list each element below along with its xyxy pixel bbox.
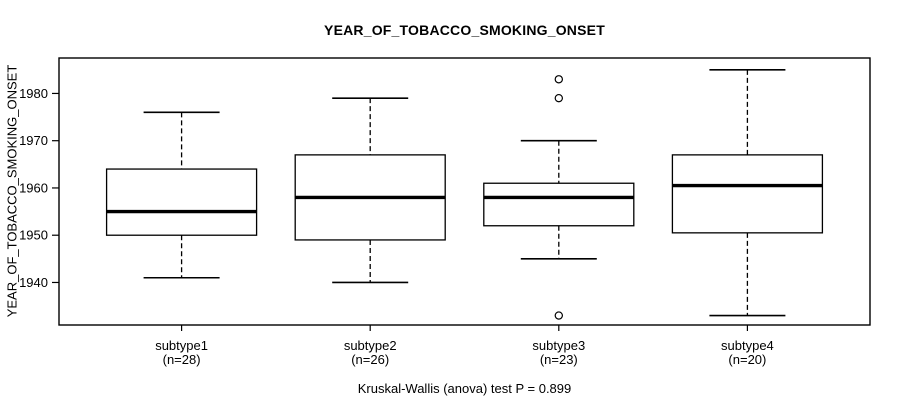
x-count-label: (n=23) xyxy=(540,352,578,367)
outlier-point xyxy=(554,93,564,103)
iqr-box xyxy=(483,182,635,227)
y-axis: 1940 1950 1960 1970 1980 xyxy=(19,86,59,290)
y-tick-label: 1940 xyxy=(19,275,48,290)
outlier-point xyxy=(554,75,564,84)
plot-border xyxy=(58,57,871,326)
x-count-label: (n=26) xyxy=(351,352,389,367)
y-tick-label: 1960 xyxy=(19,180,48,195)
x-count-label: (n=28) xyxy=(163,352,201,367)
stat-test-caption: Kruskal-Wallis (anova) test P = 0.899 xyxy=(357,381,572,396)
x-count-label: (n=20) xyxy=(728,352,766,367)
boxplot-subtype3: subtype3(n=23) xyxy=(483,75,635,367)
x-category-label: subtype3 xyxy=(532,338,585,353)
boxplot-subtype4: subtype4(n=20) xyxy=(671,69,824,367)
boxplot-subtype2: subtype2(n=26) xyxy=(294,97,446,367)
iqr-box xyxy=(671,154,824,234)
y-tick-label: 1950 xyxy=(19,228,48,243)
chart-title: YEAR_OF_TOBACCO_SMOKING_ONSET xyxy=(324,22,605,38)
y-tick-label: 1980 xyxy=(19,86,48,101)
y-tick-label: 1970 xyxy=(19,133,48,148)
outlier-point xyxy=(554,311,564,320)
boxplot-subtype1: subtype1(n=28) xyxy=(105,111,258,367)
x-category-label: subtype1 xyxy=(155,338,208,353)
x-category-label: subtype2 xyxy=(344,338,397,353)
x-category-label: subtype4 xyxy=(721,338,774,353)
iqr-box xyxy=(105,168,258,236)
